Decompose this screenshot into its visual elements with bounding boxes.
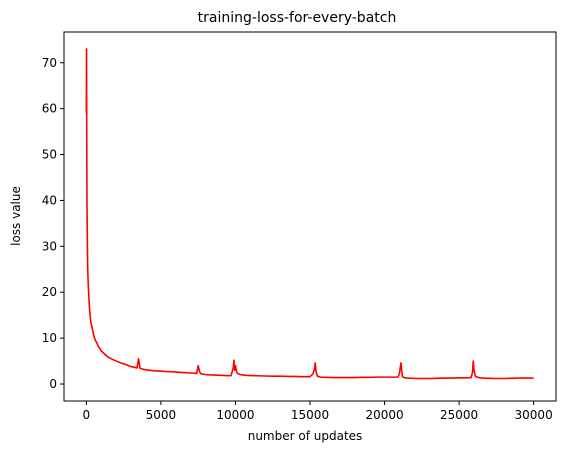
x-tick-label: 0 <box>83 408 91 422</box>
chart-title: training-loss-for-every-batch <box>198 10 397 26</box>
x-axis: 0 5000 10000 15000 20000 25000 30000 <box>83 401 553 422</box>
y-axis-label: loss value <box>9 186 23 246</box>
x-tick-label: 5000 <box>146 408 177 422</box>
y-axis: 0 10 20 30 40 50 60 70 <box>42 56 64 391</box>
plot-frame <box>63 31 557 402</box>
y-tick-label: 70 <box>42 56 57 70</box>
plot-series <box>85 48 534 380</box>
y-tick-label: 50 <box>42 148 57 162</box>
y-tick-label: 30 <box>42 239 57 253</box>
x-tick-label: 25000 <box>440 408 478 422</box>
y-tick-label: 20 <box>42 285 57 299</box>
loss-series-line <box>85 48 534 380</box>
y-tick-label: 10 <box>42 331 57 345</box>
x-axis-label: number of updates <box>248 429 363 443</box>
x-tick-label: 30000 <box>515 408 553 422</box>
x-tick-label: 20000 <box>365 408 403 422</box>
y-tick-label: 60 <box>42 102 57 116</box>
y-tick-label: 0 <box>49 377 57 391</box>
y-tick-label: 40 <box>42 193 57 207</box>
x-tick-label: 10000 <box>216 408 254 422</box>
x-tick-label: 15000 <box>291 408 329 422</box>
